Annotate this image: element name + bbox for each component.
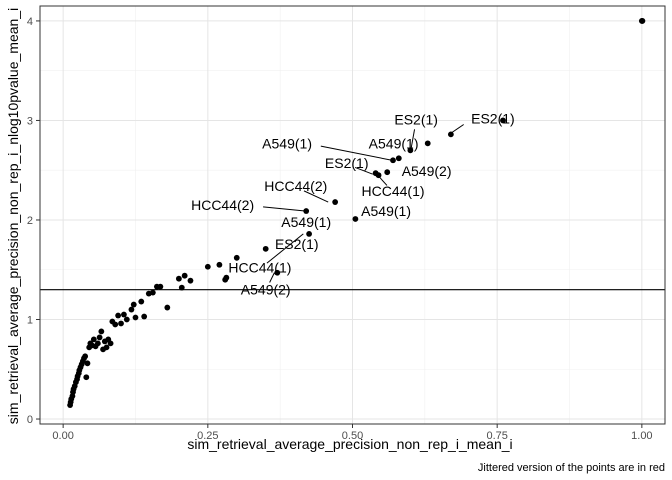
label-connector xyxy=(320,145,392,161)
data-point xyxy=(84,360,91,367)
data-point xyxy=(262,245,269,252)
data-point xyxy=(332,199,339,205)
point-label: A549(2) xyxy=(402,163,452,179)
label-connector xyxy=(269,272,275,283)
data-point xyxy=(82,353,89,360)
grid-lines xyxy=(40,6,665,424)
x-axis-title: sim_retrieval_average_precision_non_rep_… xyxy=(187,436,512,452)
y-tick-label: 2 xyxy=(27,215,33,227)
data-point xyxy=(639,18,646,24)
data-point xyxy=(123,316,130,323)
point-label: HCC44(1) xyxy=(228,260,291,276)
point-label: ES2(1) xyxy=(471,110,515,126)
point-label: A549(2) xyxy=(241,282,291,298)
point-label: ES2(1) xyxy=(394,111,438,127)
point-label: HCC44(2) xyxy=(264,178,327,194)
data-point xyxy=(90,336,97,343)
label-connector xyxy=(266,233,304,264)
data-point xyxy=(121,311,127,318)
label-connector xyxy=(303,190,329,203)
data-point xyxy=(132,314,139,321)
data-point xyxy=(103,344,110,351)
point-label: A549(1) xyxy=(262,135,312,151)
data-point xyxy=(384,169,391,176)
data-point xyxy=(181,272,188,279)
data-point xyxy=(233,254,240,261)
y-tick-label: 3 xyxy=(27,115,33,127)
x-tick-label: 0.00 xyxy=(52,430,73,442)
data-point xyxy=(175,275,182,282)
data-point xyxy=(115,312,122,319)
data-point xyxy=(83,374,90,381)
x-tick-label: 0.25 xyxy=(197,430,218,442)
y-tick-label: 1 xyxy=(27,315,33,327)
data-point xyxy=(98,328,105,335)
label-connectors xyxy=(263,124,464,283)
data-point xyxy=(178,284,185,291)
x-tick-label: 0.75 xyxy=(486,430,507,442)
data-point xyxy=(223,274,230,281)
data-point xyxy=(130,301,137,308)
data-point xyxy=(94,340,101,347)
data-point xyxy=(375,172,382,179)
point-label: ES2(1) xyxy=(325,155,369,171)
data-point xyxy=(149,289,156,296)
data-point xyxy=(274,269,281,276)
data-point xyxy=(187,277,194,284)
point-label: A549(1) xyxy=(281,214,331,230)
y-tick-label: 0 xyxy=(27,414,33,426)
point-label: A549(1) xyxy=(361,203,411,219)
chart-caption: Jittered version of the points are in re… xyxy=(478,462,665,474)
point-label: A549(1) xyxy=(369,135,419,151)
data-point xyxy=(216,261,223,268)
x-tick-label: 1.00 xyxy=(631,430,652,442)
data-point xyxy=(204,263,211,270)
data-point xyxy=(395,155,402,162)
label-connector xyxy=(354,166,373,175)
y-axis-title: sim_retrieval_average_precision_non_rep_… xyxy=(5,8,21,424)
data-point xyxy=(138,298,145,305)
data-point xyxy=(157,283,164,290)
point-label: HCC44(2) xyxy=(191,197,254,213)
y-axis-ticks: 0 1 2 3 4 xyxy=(27,16,40,426)
data-point xyxy=(303,208,310,214)
point-label: HCC44(1) xyxy=(362,183,425,199)
data-point xyxy=(107,340,114,347)
data-point xyxy=(500,117,506,124)
data-point xyxy=(306,231,312,237)
data-point xyxy=(112,321,119,328)
data-point xyxy=(447,131,454,138)
data-point xyxy=(96,334,103,341)
data-point xyxy=(141,313,148,320)
x-tick-label: 0.50 xyxy=(342,430,363,442)
label-connector xyxy=(410,129,416,150)
data-point xyxy=(128,306,135,313)
data-points xyxy=(67,18,646,408)
data-point xyxy=(390,157,396,164)
y-tick-label: 4 xyxy=(27,16,33,28)
label-connector xyxy=(263,206,306,212)
x-axis-ticks: 0.00 0.25 0.50 0.75 1.00 xyxy=(52,424,653,442)
data-point xyxy=(424,140,431,147)
point-labels: ES2(1)ES2(1)A549(1) A549(1)ES2(1) A549(2)H… xyxy=(191,110,515,297)
data-point xyxy=(352,216,359,222)
point-label: ES2(1) xyxy=(275,236,319,252)
data-point xyxy=(118,320,124,327)
data-point xyxy=(164,304,171,311)
data-point xyxy=(407,147,414,154)
